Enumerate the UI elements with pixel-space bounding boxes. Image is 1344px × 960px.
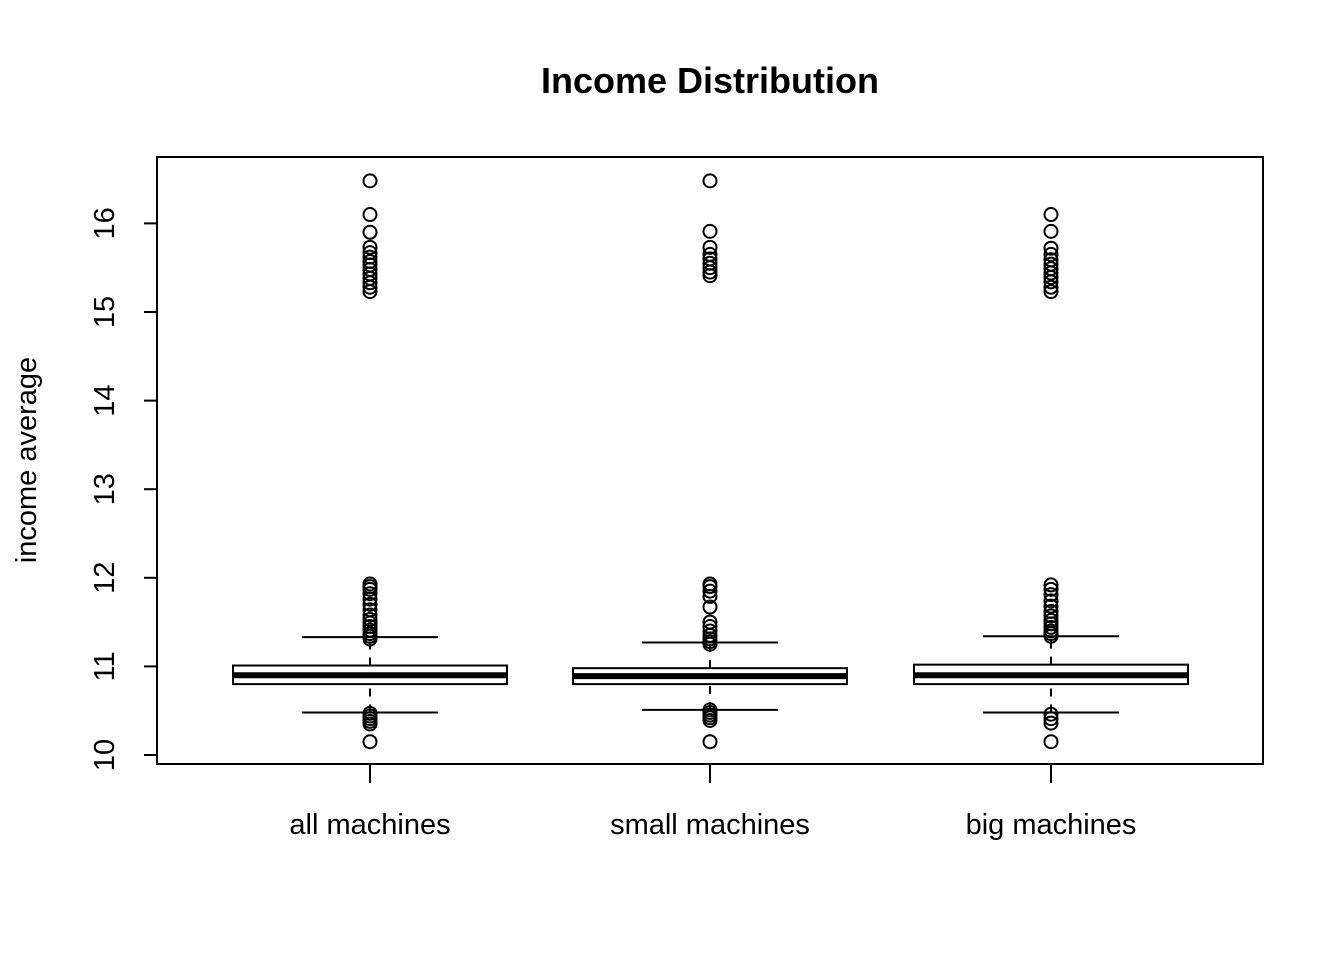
y-tick-label: 13 <box>89 473 121 505</box>
outlier-point <box>702 599 718 615</box>
outlier-point <box>362 596 378 612</box>
outlier-point <box>1043 734 1059 750</box>
boxes-layer <box>232 173 1189 750</box>
outlier-point <box>702 614 718 630</box>
outlier-point <box>702 239 718 255</box>
outlier-point <box>362 245 378 261</box>
outlier-point <box>702 255 718 271</box>
outlier-point <box>1043 284 1059 300</box>
outlier-point <box>702 734 718 750</box>
outlier-point <box>1043 246 1059 262</box>
outlier-point <box>702 173 718 189</box>
outlier-point <box>362 705 378 721</box>
outlier-point <box>1043 587 1059 603</box>
outlier-point <box>362 602 378 618</box>
outlier-point <box>702 223 718 239</box>
y-tick-label: 16 <box>89 207 121 239</box>
outlier-point <box>1043 603 1059 619</box>
x-tick-label: all machines <box>289 809 450 841</box>
outlier-point <box>1043 593 1059 609</box>
outlier-point <box>362 734 378 750</box>
outlier-point <box>702 619 718 635</box>
outlier-point <box>1043 581 1059 597</box>
y-tick-label: 14 <box>89 384 121 416</box>
outlier-point <box>702 702 718 718</box>
outlier-point <box>1043 612 1059 628</box>
outlier-point <box>362 576 378 592</box>
outlier-point <box>362 224 378 240</box>
outlier-point <box>1043 598 1059 614</box>
outlier-point <box>1043 261 1059 277</box>
outlier-point <box>702 623 718 639</box>
x-tick-label: big machines <box>966 809 1137 841</box>
y-tick-label: 10 <box>89 739 121 771</box>
y-tick-label: 15 <box>89 296 121 328</box>
outlier-point <box>1043 715 1059 731</box>
outlier-point <box>1043 608 1059 624</box>
y-tick-label: 11 <box>89 651 121 681</box>
outlier-point <box>362 249 378 265</box>
box-group <box>913 207 1189 750</box>
outlier-point <box>362 586 378 602</box>
outlier-point <box>1043 207 1059 223</box>
y-tick-label: 12 <box>89 562 121 594</box>
outlier-point <box>702 583 718 599</box>
y-axis-label: income average <box>11 357 43 563</box>
outlier-point <box>362 173 378 189</box>
chart-title: Income Distribution <box>541 60 879 101</box>
outlier-point <box>362 239 378 255</box>
outlier-point <box>702 251 718 267</box>
outlier-point <box>1043 279 1059 295</box>
outlier-point <box>1043 711 1059 727</box>
outlier-point <box>1043 252 1059 268</box>
outlier-point <box>702 576 718 592</box>
outlier-point <box>362 607 378 623</box>
outlier-point <box>1043 223 1059 239</box>
outlier-point <box>1043 256 1059 272</box>
outlier-point <box>1043 240 1059 256</box>
outlier-point <box>362 253 378 269</box>
outlier-point <box>1043 706 1059 722</box>
outlier-point <box>362 207 378 223</box>
outlier-point <box>362 611 378 627</box>
outlier-point <box>702 246 718 262</box>
box-group <box>572 173 848 750</box>
box-group <box>232 173 508 750</box>
outlier-point <box>1043 577 1059 593</box>
x-tick-label: small machines <box>610 809 810 841</box>
y-axis: 10 11 12 13 14 15 16 <box>89 207 158 771</box>
x-axis: all machines small machines big machines <box>289 764 1136 841</box>
